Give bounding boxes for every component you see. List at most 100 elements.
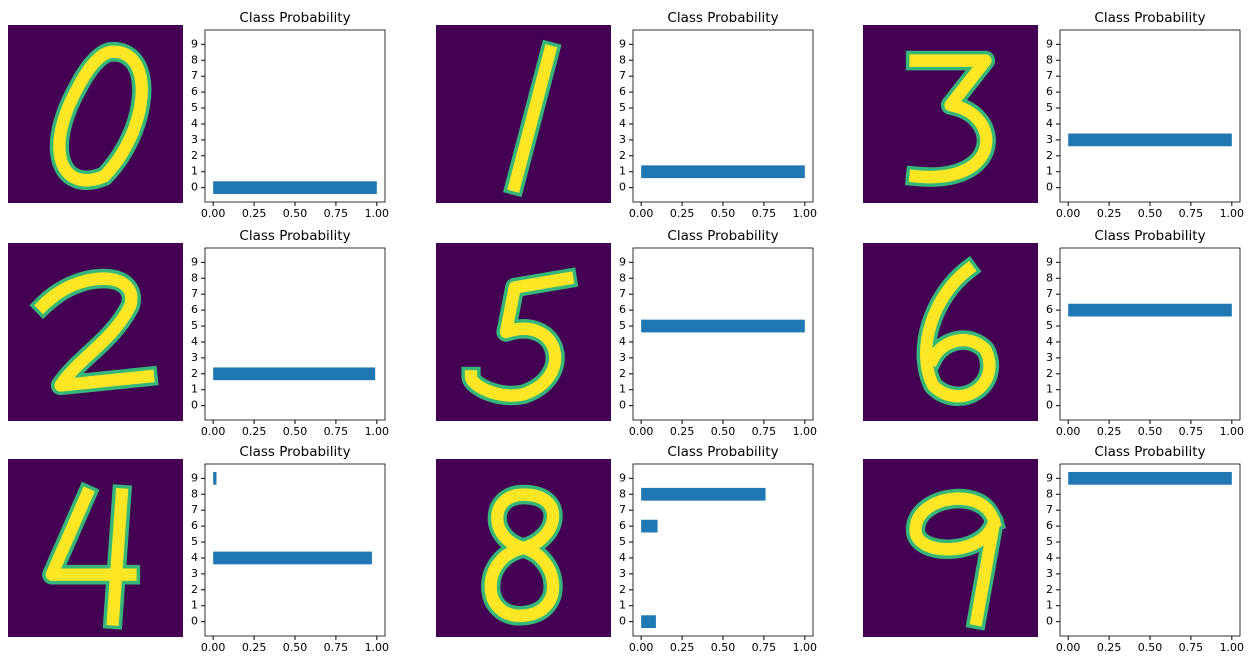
x-tick-label: 0.75 [324,207,349,220]
y-tick-label: 8 [619,271,626,284]
y-tick-label: 7 [619,287,626,300]
y-tick-label: 0 [619,615,626,628]
y-tick-label: 1 [1046,165,1053,178]
y-tick-label: 1 [619,599,626,612]
y-tick-label: 2 [1046,367,1053,380]
bar [641,615,656,628]
x-tick-label: 0.00 [201,425,226,438]
axes-frame [205,464,385,636]
y-tick-label: 4 [1046,335,1053,348]
chart-title: Class Probability [1094,10,1205,26]
x-tick-label: 1.00 [365,425,390,438]
digit-image [436,243,611,421]
y-tick-label: 4 [619,551,626,564]
y-tick-label: 6 [1046,519,1053,532]
y-tick-label: 3 [619,567,626,580]
y-tick-label: 5 [619,535,626,548]
chart-title: Class Probability [239,10,350,26]
chart-title: Class Probability [1094,444,1205,460]
x-tick-label: 0.00 [201,207,226,220]
x-tick-label: 0.00 [629,207,654,220]
y-tick-label: 1 [619,383,626,396]
x-tick-label: 0.50 [711,425,736,438]
digit-image [863,243,1038,421]
y-tick-label: 2 [619,367,626,380]
y-tick-label: 3 [1046,351,1053,364]
y-tick-label: 7 [191,287,198,300]
x-tick-label: 0.25 [670,425,695,438]
digit-image [863,25,1038,203]
x-tick-label: 1.00 [793,641,818,654]
y-tick-label: 9 [191,471,198,484]
y-tick-label: 2 [1046,149,1053,162]
chart-title: Class Probability [667,228,778,244]
x-tick-label: 0.00 [629,641,654,654]
chart-title: Class Probability [667,444,778,460]
y-tick-label: 0 [1046,399,1053,412]
x-tick-label: 0.75 [752,641,777,654]
y-tick-label: 3 [191,133,198,146]
y-tick-label: 6 [191,85,198,98]
y-tick-label: 5 [1046,101,1053,114]
y-tick-label: 6 [619,85,626,98]
digit-image [8,459,183,637]
y-tick-label: 6 [191,519,198,532]
y-tick-label: 5 [191,319,198,332]
x-tick-label: 1.00 [793,425,818,438]
digit-image [8,243,183,421]
x-tick-label: 1.00 [365,207,390,220]
x-tick-label: 1.00 [793,207,818,220]
y-tick-label: 8 [1046,53,1053,66]
axes-frame [205,248,385,420]
y-tick-label: 0 [619,181,626,194]
y-tick-label: 1 [191,165,198,178]
y-tick-label: 9 [619,255,626,268]
y-tick-label: 4 [191,551,198,564]
x-tick-label: 0.00 [201,641,226,654]
digit-image [8,25,183,203]
x-tick-label: 0.25 [242,425,267,438]
y-tick-label: 9 [619,37,626,50]
y-tick-label: 3 [191,567,198,580]
y-tick-label: 2 [619,583,626,596]
y-tick-label: 2 [191,149,198,162]
bar [213,181,377,194]
x-tick-label: 0.25 [1097,641,1122,654]
y-tick-label: 5 [1046,535,1053,548]
x-tick-label: 0.00 [629,425,654,438]
y-tick-label: 8 [191,53,198,66]
y-tick-label: 2 [191,367,198,380]
y-tick-label: 5 [619,319,626,332]
y-tick-label: 4 [191,117,198,130]
y-tick-label: 9 [1046,255,1053,268]
y-tick-label: 1 [1046,599,1053,612]
y-tick-label: 3 [1046,133,1053,146]
y-tick-label: 6 [1046,85,1053,98]
x-tick-label: 0.25 [670,641,695,654]
x-tick-label: 0.50 [711,641,736,654]
y-tick-label: 1 [191,599,198,612]
y-tick-label: 5 [1046,319,1053,332]
chart-title: Class Probability [239,228,350,244]
y-tick-label: 7 [1046,503,1053,516]
x-tick-label: 0.75 [324,641,349,654]
y-tick-label: 1 [619,165,626,178]
chart-title: Class Probability [667,10,778,26]
y-tick-label: 4 [1046,551,1053,564]
axes-frame [1060,30,1240,202]
y-tick-label: 3 [1046,567,1053,580]
y-tick-label: 9 [1046,471,1053,484]
chart-title: Class Probability [239,444,350,460]
y-tick-label: 4 [191,335,198,348]
y-tick-label: 2 [191,583,198,596]
x-tick-label: 0.50 [283,641,308,654]
y-tick-label: 6 [1046,303,1053,316]
x-tick-label: 1.00 [365,641,390,654]
bar [213,367,375,380]
digit-image [436,459,611,637]
y-tick-label: 9 [619,471,626,484]
axes-frame [633,248,813,420]
axes-frame [205,30,385,202]
y-tick-label: 4 [1046,117,1053,130]
x-tick-label: 0.00 [1056,641,1081,654]
